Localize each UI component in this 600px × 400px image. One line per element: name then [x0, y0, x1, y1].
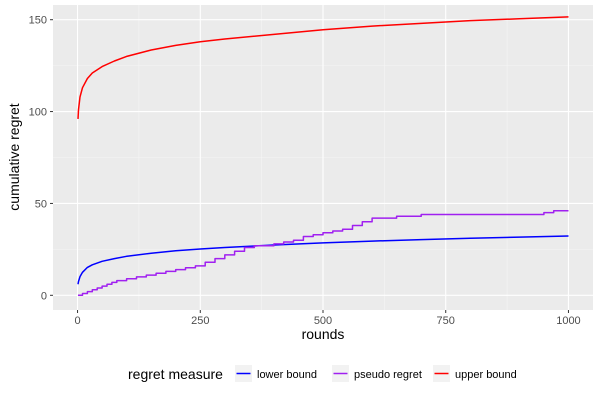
x-tick-label: 1000: [556, 315, 580, 327]
y-axis-title: cumulative regret: [6, 103, 22, 210]
y-tick-label: 150: [29, 15, 47, 27]
x-tick-label: 0: [74, 315, 80, 327]
x-axis-title: rounds: [302, 326, 345, 342]
series-layer: [77, 16, 569, 297]
legend-label: pseudo regret: [354, 369, 422, 381]
legend-label: upper bound: [455, 369, 517, 381]
series-line-lower-bound: [77, 235, 569, 285]
grid-major: [53, 5, 593, 310]
legend-items: lower bound pseudo regret upper bound: [235, 365, 517, 382]
y-tick-label: 100: [29, 107, 47, 119]
x-axis-ticks: 0 250 500 750 1000: [74, 310, 581, 327]
x-tick-label: 750: [437, 315, 455, 327]
x-tick-label: 500: [314, 315, 332, 327]
legend-label: lower bound: [257, 369, 317, 381]
y-axis-ticks: 0 50 100 150: [29, 15, 53, 302]
series-line-upper-bound: [77, 16, 569, 119]
y-tick-label: 0: [41, 290, 47, 302]
legend-title: regret measure: [128, 366, 223, 382]
legend: regret measure lower bound pseudo regret u…: [128, 365, 517, 382]
series-line-pseudo-regret: [78, 210, 569, 297]
x-tick-label: 250: [191, 315, 209, 327]
y-tick-label: 50: [35, 198, 47, 210]
